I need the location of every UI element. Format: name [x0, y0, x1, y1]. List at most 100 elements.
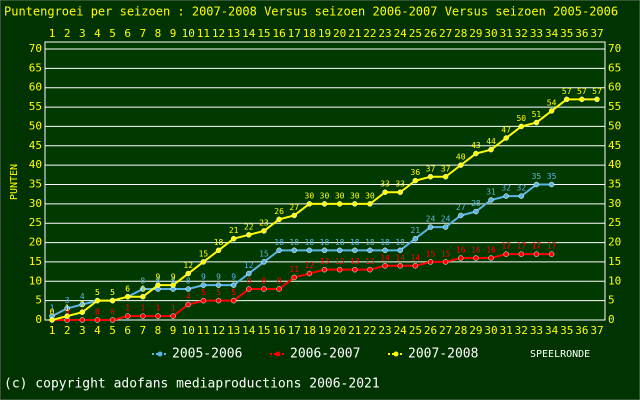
data-label: 18 [380, 238, 390, 247]
data-point [336, 266, 343, 273]
data-label: 30 [305, 191, 315, 200]
data-point [261, 286, 267, 292]
x-tick-label: 26 [424, 324, 437, 337]
x-tick-label-top: 32 [515, 27, 528, 40]
data-label: 8 [140, 277, 145, 286]
data-label: 16 [471, 246, 481, 255]
data-point [442, 259, 449, 265]
data-point [155, 282, 161, 288]
data-label: 0 [95, 308, 100, 317]
data-point [518, 251, 525, 257]
data-label: 9 [201, 273, 206, 282]
data-label: 0 [50, 308, 55, 317]
data-label: 35 [547, 172, 557, 181]
data-label: 51 [532, 110, 542, 119]
data-label: 5 [95, 288, 100, 297]
data-label: 9 [231, 273, 236, 282]
x-tick-label-top: 11 [197, 27, 210, 40]
data-point [291, 274, 297, 281]
data-point [200, 259, 207, 265]
x-tick-label: 30 [484, 324, 497, 337]
data-label: 27 [289, 203, 299, 212]
legend-marker [275, 351, 281, 357]
x-tick-label-top: 2 [64, 27, 71, 40]
x-tick-label-top: 34 [545, 27, 559, 40]
data-point [79, 309, 86, 316]
footer: (c) copyright adofans mediaproductions 2… [4, 377, 380, 392]
data-point [488, 197, 494, 203]
data-label: 15 [199, 249, 209, 258]
data-label: 33 [395, 180, 405, 189]
series-line [52, 253, 552, 321]
y2-tick-label: 50 [608, 119, 621, 132]
data-point [458, 212, 464, 219]
data-label: 13 [350, 257, 360, 266]
x-tick-label: 3 [79, 324, 86, 337]
data-point [170, 313, 176, 319]
y-tick-label: 70 [29, 42, 42, 55]
x-tick-label: 37 [590, 324, 603, 337]
data-label: 1 [65, 304, 70, 313]
data-label: 32 [501, 184, 511, 193]
data-point [321, 266, 328, 273]
data-point [503, 193, 509, 199]
data-label: 18 [305, 238, 315, 247]
x-tick-label: 7 [140, 324, 147, 337]
y2-tick-label: 60 [608, 81, 621, 94]
data-label: 27 [456, 203, 466, 212]
legend-marker [393, 351, 399, 357]
data-point [473, 150, 479, 157]
x-tick-label-top: 8 [155, 27, 162, 40]
x-tick-label-top: 30 [484, 27, 497, 40]
data-label: 6 [140, 284, 145, 293]
y-tick-label: 65 [29, 61, 42, 74]
y2-tick-label: 15 [608, 255, 621, 268]
x-tick-label-top: 20 [333, 27, 346, 40]
data-point [503, 135, 509, 141]
data-label: 2 [80, 300, 85, 309]
data-label: 1 [140, 304, 145, 313]
y2-tick-label: 35 [608, 178, 621, 191]
data-label: 6 [125, 284, 130, 293]
data-point [397, 263, 403, 269]
legend-marker [157, 351, 163, 357]
data-label: 17 [516, 242, 526, 251]
x-tick-label: 35 [560, 324, 573, 337]
data-label: 54 [547, 98, 557, 107]
data-point [473, 208, 479, 215]
x-tick-label: 6 [124, 324, 131, 337]
x-tick-label: 14 [242, 324, 256, 337]
x-tick-label-top: 26 [424, 27, 437, 40]
data-point [291, 247, 297, 254]
data-label: 8 [246, 277, 251, 286]
data-label: 5 [110, 288, 115, 297]
x-tick-label-top: 1 [49, 27, 56, 40]
legend-label: 2005-2006 [172, 347, 242, 362]
y2-tick-label: 20 [608, 236, 621, 249]
data-point [336, 247, 343, 254]
x-tick-label: 8 [155, 324, 162, 337]
data-point [261, 259, 267, 265]
y2-tick-label: 10 [608, 274, 621, 287]
data-label: 12 [244, 261, 254, 270]
data-label: 13 [320, 257, 330, 266]
data-label: 40 [456, 153, 466, 162]
data-label: 0 [65, 308, 70, 317]
x-tick-label-top: 9 [170, 27, 177, 40]
data-label: 9 [156, 273, 161, 282]
data-point [230, 282, 237, 288]
x-tick-label: 23 [378, 324, 391, 337]
data-label: 16 [456, 246, 466, 255]
x-tick-label: 29 [469, 324, 482, 337]
x-tick-label: 34 [545, 324, 559, 337]
data-point [306, 270, 313, 277]
data-point [503, 251, 509, 257]
plot-area [44, 41, 606, 321]
data-point [291, 212, 297, 219]
x-tick-label: 12 [212, 324, 225, 337]
data-point [352, 266, 358, 273]
data-label: 57 [562, 87, 572, 96]
data-point [185, 270, 191, 277]
data-label: 5 [231, 288, 236, 297]
data-point [49, 317, 55, 323]
